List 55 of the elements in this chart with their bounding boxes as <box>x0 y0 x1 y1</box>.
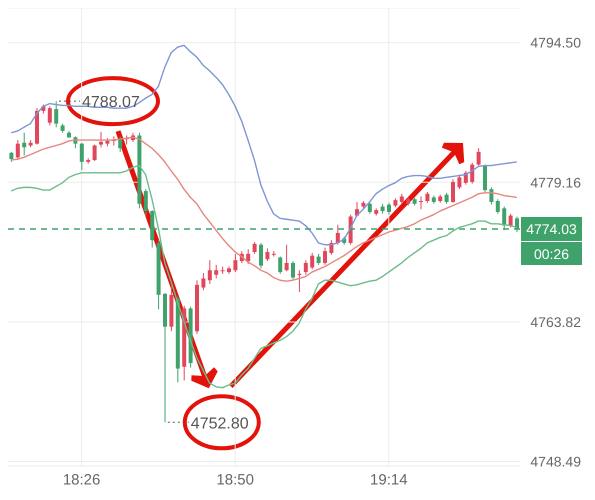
candlestick <box>310 252 314 270</box>
candlestick <box>265 248 270 262</box>
candlestick <box>297 270 302 293</box>
candlestick <box>316 253 321 266</box>
candlestick <box>304 260 308 276</box>
candlestick <box>278 256 282 274</box>
candlestick <box>284 244 289 272</box>
y-tick-label: 4748.49 <box>530 454 582 470</box>
candlestick <box>368 201 372 214</box>
candlestick <box>214 264 218 279</box>
candlestick <box>291 260 296 280</box>
candlestick <box>80 142 84 171</box>
candlestick <box>22 132 26 156</box>
candlestick <box>323 246 328 266</box>
candlestick <box>92 144 97 162</box>
candlestick <box>259 242 264 269</box>
candlestick <box>208 260 212 284</box>
candlestick <box>16 140 20 161</box>
x-tick-label: 18:26 <box>62 472 100 489</box>
x-tick-label: 18:50 <box>216 472 254 489</box>
candlestick <box>54 100 58 128</box>
candlestick <box>48 106 52 126</box>
candlestick <box>508 213 513 228</box>
candlestick <box>400 193 404 204</box>
line-series <box>10 136 518 282</box>
candlestick <box>252 242 257 254</box>
candlestick <box>425 191 430 204</box>
candlestick <box>444 192 449 204</box>
line-series <box>10 164 518 388</box>
candlestick <box>489 186 494 206</box>
candlestick <box>476 148 481 166</box>
candlestick <box>451 178 456 204</box>
candlestick <box>99 131 104 148</box>
candlestick <box>246 248 250 264</box>
annotation: 4752.80 <box>190 415 249 432</box>
candlestick <box>470 162 474 184</box>
candlestick <box>233 253 238 273</box>
candlestick <box>380 203 385 214</box>
candlestick <box>387 202 392 216</box>
candlestick <box>393 198 398 208</box>
candlestick <box>144 188 148 218</box>
candlestick <box>9 151 14 162</box>
candlestick <box>220 266 225 274</box>
x-tick-label: 19:14 <box>370 472 408 489</box>
candlestick <box>60 123 65 134</box>
candlestick <box>496 198 500 214</box>
y-tick-label: 4763.82 <box>530 314 582 330</box>
y-tick-label: 4794.50 <box>530 34 582 51</box>
text: 00:26 <box>534 246 570 262</box>
candlestick <box>118 136 122 152</box>
candlestick <box>419 196 424 210</box>
ref-line-label: 4774.03 <box>526 220 578 237</box>
y-tick-label: 4779.16 <box>530 174 582 190</box>
candlestick <box>457 174 462 190</box>
candlestick <box>201 272 206 291</box>
